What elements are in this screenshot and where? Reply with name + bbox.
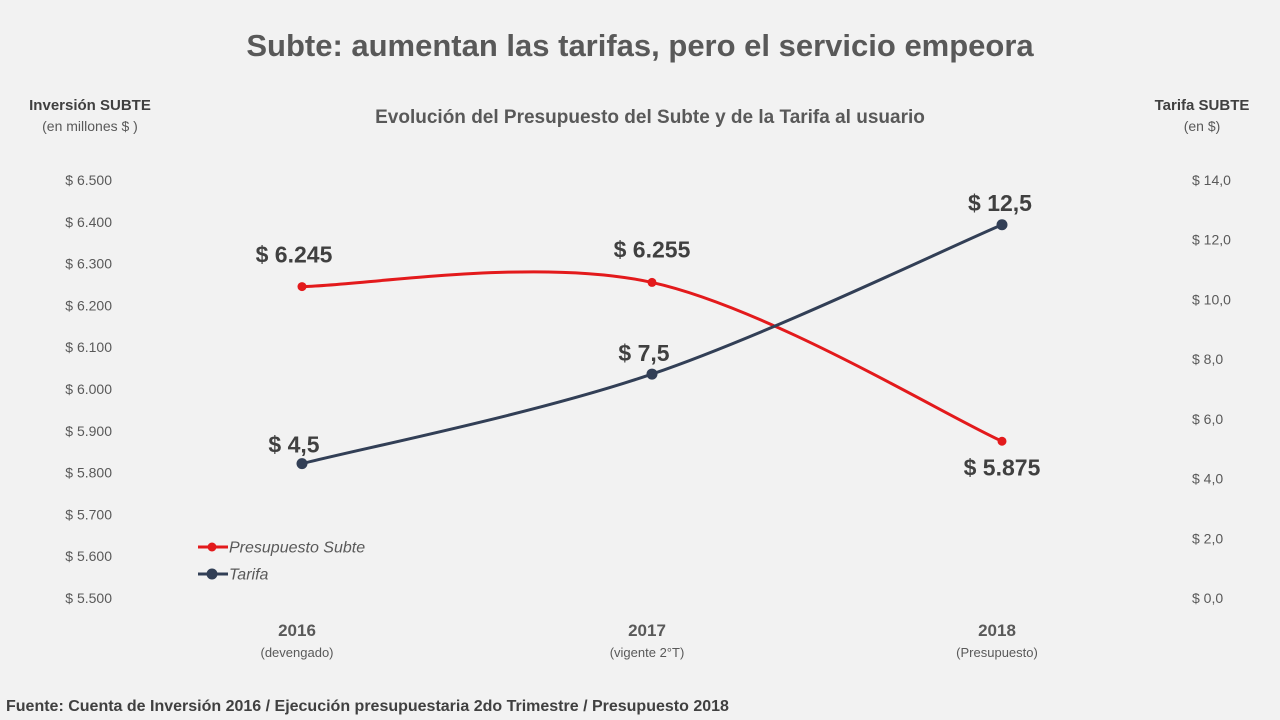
category-label: 2017 <box>628 621 666 640</box>
x-axis-categories: 2016 (devengado) 2017 (vigente 2°T) 2018 (Pre… <box>261 621 1038 660</box>
category-label: 2018 <box>978 621 1016 640</box>
left-axis-unit: (en millones $ ) <box>42 118 138 134</box>
left-tick-label: $ 5.600 <box>65 548 112 564</box>
chart-subtitle: Evolución del Presupuesto del Subte y de… <box>375 107 925 128</box>
left-tick-label: $ 6.000 <box>65 381 112 397</box>
left-tick-label: $ 5.500 <box>65 590 112 606</box>
right-tick-label: $ 2,0 <box>1192 530 1223 546</box>
right-tick-label: $ 8,0 <box>1192 351 1223 367</box>
data-point <box>647 277 657 287</box>
right-axis-title: Tarifa SUBTE <box>1155 97 1250 114</box>
data-point <box>997 436 1007 446</box>
left-tick-label: $ 6.500 <box>65 172 112 188</box>
right-axis-ticks: $ 14,0 $ 12,0 $ 10,0 $ 8,0 $ 6,0 $ 4,0 $ 2,0 $ … <box>1192 172 1231 606</box>
legend-swatch-marker <box>206 568 218 580</box>
legend-swatch-marker <box>207 542 217 552</box>
category-label: 2016 <box>278 621 316 640</box>
right-tick-label: $ 0,0 <box>1192 590 1223 606</box>
category-sublabel: (Presupuesto) <box>956 645 1038 660</box>
left-tick-label: $ 6.400 <box>65 214 112 230</box>
left-tick-label: $ 5.900 <box>65 423 112 439</box>
data-label: $ 5.875 <box>964 454 1041 480</box>
series-layer: $ 6.245 $ 6.255 $ 5.875 $ 4,5 $ 7,5 $ 12,5 <box>256 190 1041 480</box>
data-label: $ 6.245 <box>256 242 333 268</box>
right-tick-label: $ 4,0 <box>1192 471 1223 487</box>
data-label: $ 7,5 <box>618 340 669 366</box>
right-tick-label: $ 6,0 <box>1192 411 1223 427</box>
legend-label: Presupuesto Subte <box>229 540 365 557</box>
left-tick-label: $ 6.300 <box>65 256 112 272</box>
source-note: Fuente: Cuenta de Inversión 2016 / Ejecu… <box>6 698 729 715</box>
right-axis-unit: (en $) <box>1184 118 1221 134</box>
data-point <box>996 219 1008 231</box>
left-axis-ticks: $ 6.500 $ 6.400 $ 6.300 $ 6.200 $ 6.100 $ 6.0… <box>65 172 112 606</box>
left-tick-label: $ 5.700 <box>65 506 112 522</box>
right-tick-label: $ 12,0 <box>1192 232 1231 248</box>
left-tick-label: $ 6.100 <box>65 339 112 355</box>
legend: Presupuesto Subte Tarifa <box>198 540 365 584</box>
right-tick-label: $ 14,0 <box>1192 172 1231 188</box>
category-sublabel: (vigente 2°T) <box>610 645 685 660</box>
left-tick-label: $ 5.800 <box>65 465 112 481</box>
data-point <box>297 282 307 292</box>
data-label: $ 4,5 <box>268 432 319 458</box>
data-point <box>646 368 658 380</box>
page-title: Subte: aumentan las tarifas, pero el ser… <box>246 28 1034 63</box>
left-tick-label: $ 6.200 <box>65 297 112 313</box>
data-point <box>296 458 308 470</box>
category-sublabel: (devengado) <box>261 645 334 660</box>
legend-label: Tarifa <box>229 567 269 584</box>
data-label: $ 6.255 <box>614 236 691 262</box>
data-label: $ 12,5 <box>968 190 1032 216</box>
left-axis-title: Inversión SUBTE <box>29 97 151 114</box>
right-tick-label: $ 10,0 <box>1192 291 1231 307</box>
